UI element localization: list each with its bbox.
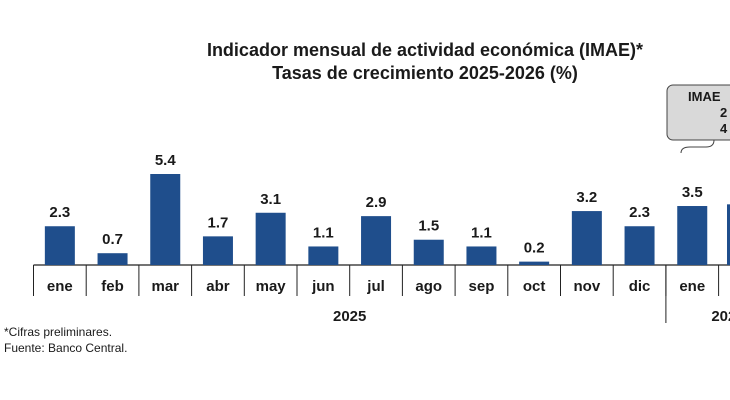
value-label-9: 0.2	[524, 240, 545, 257]
category-label-2: mar	[151, 278, 179, 295]
bar-5	[308, 246, 339, 265]
bar-9	[519, 261, 550, 265]
callout-box	[666, 84, 730, 141]
value-label-7: 1.5	[418, 218, 439, 235]
value-label-8: 1.1	[471, 224, 492, 241]
footnote-preliminary: *Cifras preliminares.	[4, 325, 113, 339]
value-label-1: 0.7	[102, 231, 123, 248]
bar-3	[202, 236, 233, 265]
category-label-10: nov	[574, 278, 601, 295]
footnote-source: Fuente: Banco Central.	[4, 341, 128, 355]
bar-7	[413, 239, 444, 265]
category-label-3: abr	[206, 278, 230, 295]
category-label-12: ene	[679, 278, 705, 295]
category-label-4: may	[256, 278, 287, 295]
value-label-12: 3.5	[682, 184, 703, 201]
value-label-2: 5.4	[155, 152, 177, 169]
bar-8	[466, 246, 497, 265]
category-label-7: ago	[415, 278, 442, 295]
bar-0	[44, 226, 75, 265]
category-label-0: ene	[47, 278, 73, 295]
value-label-10: 3.2	[576, 189, 597, 206]
callout-text-2: 4	[720, 121, 728, 136]
chart-title: Indicador mensual de actividad económica…	[206, 40, 644, 60]
bar-1	[97, 253, 128, 265]
value-label-0: 2.3	[49, 204, 70, 221]
value-label-11: 2.3	[629, 204, 650, 221]
category-label-9: oct	[523, 278, 546, 295]
callout-text-0: IMAE	[688, 89, 721, 104]
year-label-1: 2026	[711, 308, 730, 325]
category-label-1: feb	[101, 278, 124, 295]
category-label-5: jun	[311, 278, 335, 295]
bar-11	[624, 226, 655, 265]
category-label-8: sep	[469, 278, 495, 295]
bar-2	[150, 174, 181, 265]
chart-subtitle: Tasas de crecimiento 2025-2026 (%)	[272, 63, 578, 83]
bar-partial	[727, 204, 730, 265]
value-label-5: 1.1	[313, 224, 334, 241]
bar-12	[677, 206, 708, 265]
callout-bracket	[680, 139, 715, 154]
category-label-6: jul	[366, 278, 385, 295]
bar-10	[571, 211, 602, 265]
value-label-3: 1.7	[208, 214, 229, 231]
category-label-11: dic	[629, 278, 651, 295]
value-label-6: 2.9	[366, 194, 387, 211]
year-label-0: 2025	[333, 308, 366, 325]
bar-6	[361, 216, 392, 265]
callout-text-1: 2	[720, 105, 727, 120]
bar-4	[255, 212, 286, 265]
value-label-4: 3.1	[260, 191, 281, 208]
